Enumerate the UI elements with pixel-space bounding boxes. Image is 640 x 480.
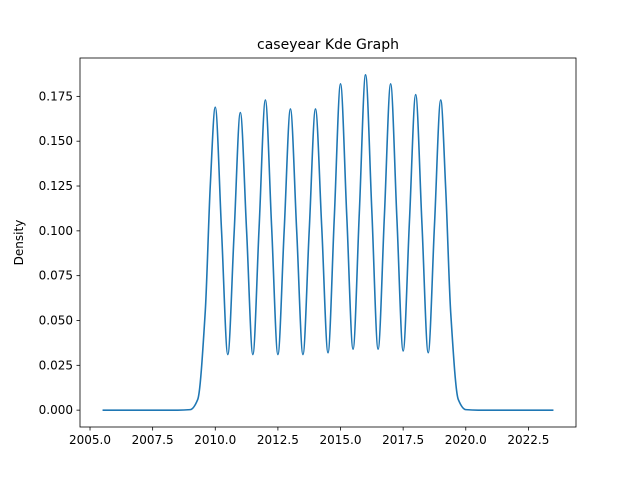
chart-title: caseyear Kde Graph: [257, 37, 399, 53]
x-tick-label: 2007.5: [132, 433, 174, 447]
x-tick-label: 2022.5: [507, 433, 549, 447]
axes-frame: [79, 57, 577, 428]
x-tick-label: 2015.0: [320, 433, 362, 447]
y-tick-label: 0.150: [39, 134, 73, 148]
x-tick-label: 2010.0: [194, 433, 236, 447]
y-tick-label: 0.025: [39, 358, 73, 372]
x-ticks: 2005.0 2007.5 2010.0 2012.5 2015.0 2017.5 2020…: [69, 427, 549, 447]
kde-series-line: [102, 74, 554, 411]
x-tick-label: 2017.5: [382, 433, 424, 447]
x-tick-label: 2005.0: [69, 433, 111, 447]
y-tick-label: 0.125: [39, 179, 73, 193]
y-tick-label: 0.050: [39, 313, 73, 327]
y-tick-label: 0.000: [39, 403, 73, 417]
x-tick-label: 2020.0: [445, 433, 487, 447]
y-tick-label: 0.100: [39, 224, 73, 238]
y-axis-label: Density: [12, 220, 26, 266]
y-tick-label: 0.175: [39, 89, 73, 103]
y-ticks: 0.000 0.025 0.050 0.075 0.100 0.125 0.150 0.175: [39, 89, 80, 417]
y-tick-label: 0.075: [39, 269, 73, 283]
x-tick-label: 2012.5: [257, 433, 299, 447]
